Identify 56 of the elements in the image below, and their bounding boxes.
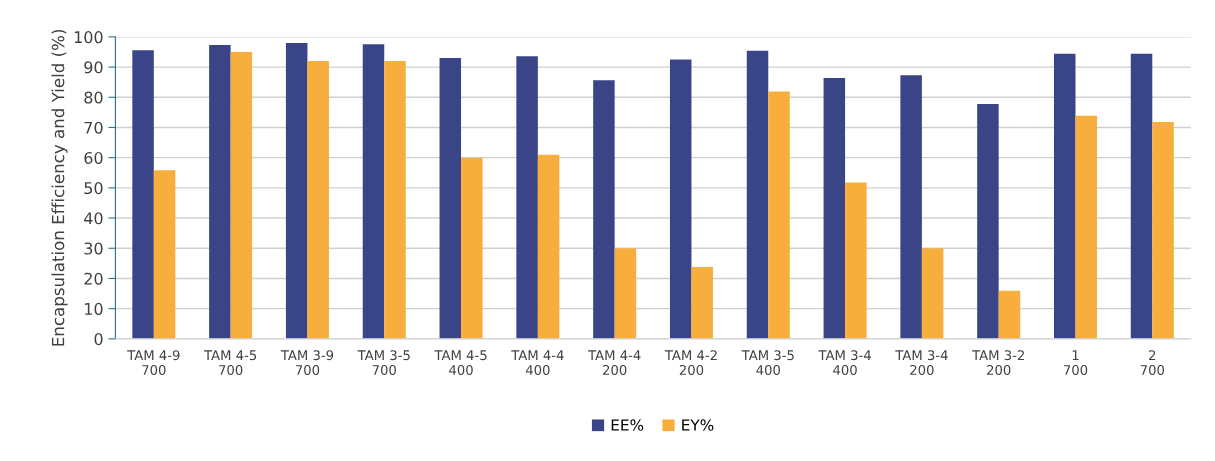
x-tick-label: TAM 4-9 700 — [127, 350, 180, 375]
x-tick-label: TAM 3-5 400 — [741, 350, 794, 375]
bar — [900, 75, 922, 339]
bar — [845, 182, 867, 339]
x-tick-label: TAM 4-4 400 — [511, 350, 564, 375]
y-tick-label: 80 — [84, 91, 103, 104]
bar — [746, 50, 769, 339]
x-tick-label: TAM 3-9 700 — [280, 350, 334, 375]
y-tick-label: 70 — [84, 121, 103, 134]
x-tick-label: 1 700 — [1063, 350, 1088, 375]
bar — [439, 58, 462, 339]
x-tick-label: TAM 4-5 700 — [204, 350, 257, 375]
bar — [230, 51, 253, 339]
x-tick-label: TAM 3-4 200 — [895, 350, 948, 375]
bar — [362, 44, 385, 339]
y-tick-label: 0 — [94, 333, 103, 346]
x-tick-label: TAM 4-5 400 — [434, 350, 487, 375]
bar — [614, 248, 637, 339]
bar — [1053, 53, 1076, 339]
y-tick-label: 90 — [84, 61, 103, 74]
x-tick-label: TAM 3-2 200 — [972, 350, 1024, 375]
bar — [461, 157, 483, 339]
bar — [998, 290, 1021, 339]
y-tick-label: 40 — [84, 212, 103, 225]
y-tick-label: 100 — [74, 31, 103, 44]
bar — [977, 103, 999, 339]
y-tick-label: 20 — [84, 272, 103, 285]
x-tick-label: TAM 3-4 400 — [818, 350, 871, 375]
bar — [823, 77, 846, 339]
bar — [669, 59, 692, 339]
bar — [132, 50, 154, 339]
bar — [516, 56, 538, 339]
bar — [307, 61, 329, 339]
y-tick-label: 60 — [84, 151, 103, 164]
y-tick-label: 10 — [85, 302, 103, 315]
legend-label: EY% — [682, 419, 714, 431]
bar — [537, 154, 560, 339]
bar — [921, 248, 944, 339]
bar — [153, 170, 176, 339]
bar — [1152, 122, 1174, 339]
x-tick-label: 2 700 — [1140, 350, 1165, 375]
x-tick-label: TAM 4-2 200 — [664, 350, 717, 375]
legend-label: EE% — [611, 419, 644, 431]
bar — [768, 91, 790, 339]
bar — [285, 42, 308, 339]
bar — [691, 266, 713, 339]
y-tick-label: 30 — [84, 242, 103, 255]
bar — [209, 45, 231, 339]
bar — [1130, 53, 1153, 339]
y-axis-title: Encapsulation Efficiency and Yield (%) — [51, 29, 68, 346]
y-tick-label: 50 — [84, 182, 103, 195]
x-tick-label: TAM 4-4 200 — [588, 350, 641, 375]
x-tick-label: TAM 3-5 700 — [357, 350, 410, 375]
bar — [1075, 115, 1097, 339]
bar — [593, 80, 615, 339]
bar — [384, 61, 406, 339]
